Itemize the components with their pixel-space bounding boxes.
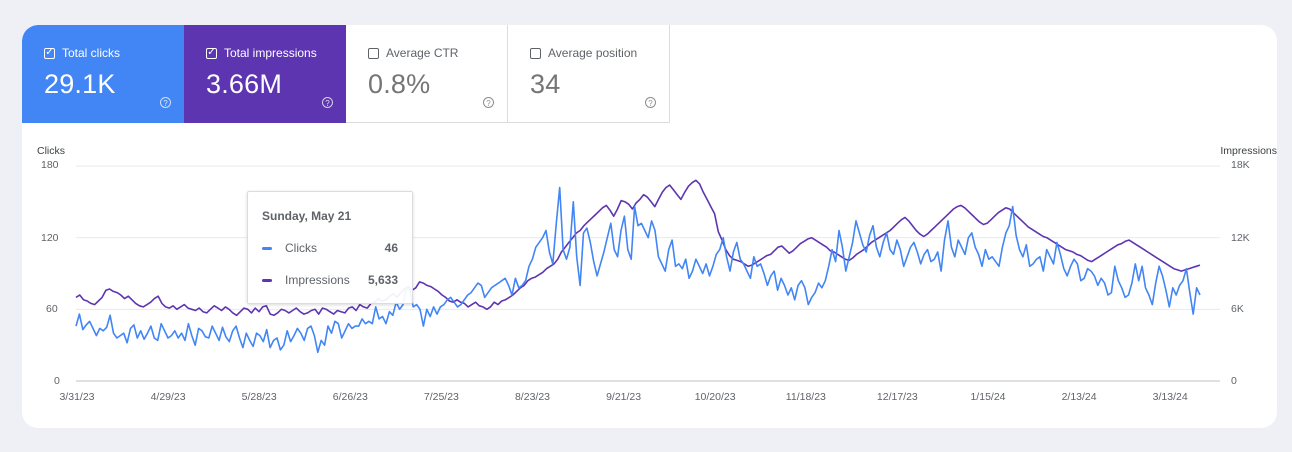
tooltip-label: Clicks <box>285 241 317 255</box>
x-tick-label: 8/23/23 <box>514 391 551 403</box>
metric-header: Average CTR <box>368 46 458 60</box>
help-icon[interactable]: ? <box>322 97 333 108</box>
impressions-swatch <box>262 278 272 282</box>
performance-chart[interactable] <box>22 25 1277 428</box>
x-tick-label: 5/28/23 <box>241 391 277 403</box>
tooltip-value: 46 <box>384 241 398 255</box>
y-left-tick: 120 <box>41 232 59 244</box>
x-tick-label: 7/25/23 <box>423 391 459 403</box>
y-left-tick: 0 <box>54 375 60 387</box>
tooltip-label: Impressions <box>285 273 350 287</box>
tooltip-row-clicks: Clicks 46 <box>262 240 398 256</box>
help-icon[interactable]: ? <box>645 97 656 108</box>
y-right-tick: 12K <box>1231 232 1250 244</box>
metric-value: 3.66M <box>206 69 283 99</box>
metric-label: Total impressions <box>224 46 317 60</box>
help-icon[interactable]: ? <box>160 97 171 108</box>
x-tick-label: 6/26/23 <box>332 391 368 403</box>
metric-tiles: ✓ Total clicks 29.1K ? ✓ Total impressio… <box>22 25 670 123</box>
series-line-clicks <box>75 186 1201 354</box>
metric-tile-total-impressions[interactable]: ✓ Total impressions 3.66M ? <box>184 25 346 123</box>
performance-card: ✓ Total clicks 29.1K ? ✓ Total impressio… <box>22 25 1277 428</box>
x-tick-label: 11/18/23 <box>785 391 826 403</box>
y-left-axis-title: Clicks <box>37 145 65 157</box>
y-right-tick: 18K <box>1231 159 1250 171</box>
metric-value: 34 <box>530 69 561 99</box>
metric-label: Average position <box>548 46 638 60</box>
x-tick-label: 9/21/23 <box>606 391 642 403</box>
checkbox-icon[interactable]: ✓ <box>44 47 55 59</box>
y-right-axis-title: Impressions <box>1220 145 1277 157</box>
metric-header: ✓ Total impressions <box>206 46 317 60</box>
x-tick-label: 3/13/24 <box>1152 391 1188 403</box>
y-right-tick: 6K <box>1231 303 1244 315</box>
y-left-tick: 60 <box>46 303 58 315</box>
clicks-swatch <box>262 246 272 250</box>
series-line-impressions <box>75 179 1201 317</box>
tooltip-value: 5,633 <box>367 273 398 287</box>
tooltip-date: Sunday, May 21 <box>262 209 352 223</box>
x-tick-label: 4/29/23 <box>150 391 186 403</box>
metric-tile-total-clicks[interactable]: ✓ Total clicks 29.1K ? <box>22 25 184 123</box>
chart-tooltip: Sunday, May 21 Clicks 46 Impressions 5,6… <box>247 191 413 304</box>
help-icon[interactable]: ? <box>483 97 494 108</box>
x-tick-label: 12/17/23 <box>876 391 918 403</box>
checkbox-icon[interactable]: ✓ <box>206 47 217 59</box>
x-tick-label: 1/15/24 <box>970 391 1006 403</box>
tooltip-row-impressions: Impressions 5,633 <box>262 272 398 288</box>
metric-value: 0.8% <box>368 69 431 99</box>
metric-value: 29.1K <box>44 69 116 99</box>
checkbox-icon[interactable] <box>368 47 379 59</box>
metric-tile-average-ctr[interactable]: Average CTR 0.8% ? <box>346 25 508 123</box>
y-right-tick: 0 <box>1231 375 1237 387</box>
checkbox-icon[interactable] <box>530 47 541 59</box>
metric-label: Total clicks <box>62 46 121 60</box>
metric-header: ✓ Total clicks <box>44 46 120 60</box>
metric-label: Average CTR <box>386 46 459 60</box>
x-tick-label: 10/20/23 <box>694 391 736 403</box>
y-left-tick: 180 <box>41 159 59 171</box>
metric-header: Average position <box>530 46 637 60</box>
metric-tile-average-position[interactable]: Average position 34 ? <box>508 25 670 123</box>
x-tick-label: 3/31/23 <box>59 391 95 403</box>
x-tick-label: 2/13/24 <box>1061 391 1097 403</box>
